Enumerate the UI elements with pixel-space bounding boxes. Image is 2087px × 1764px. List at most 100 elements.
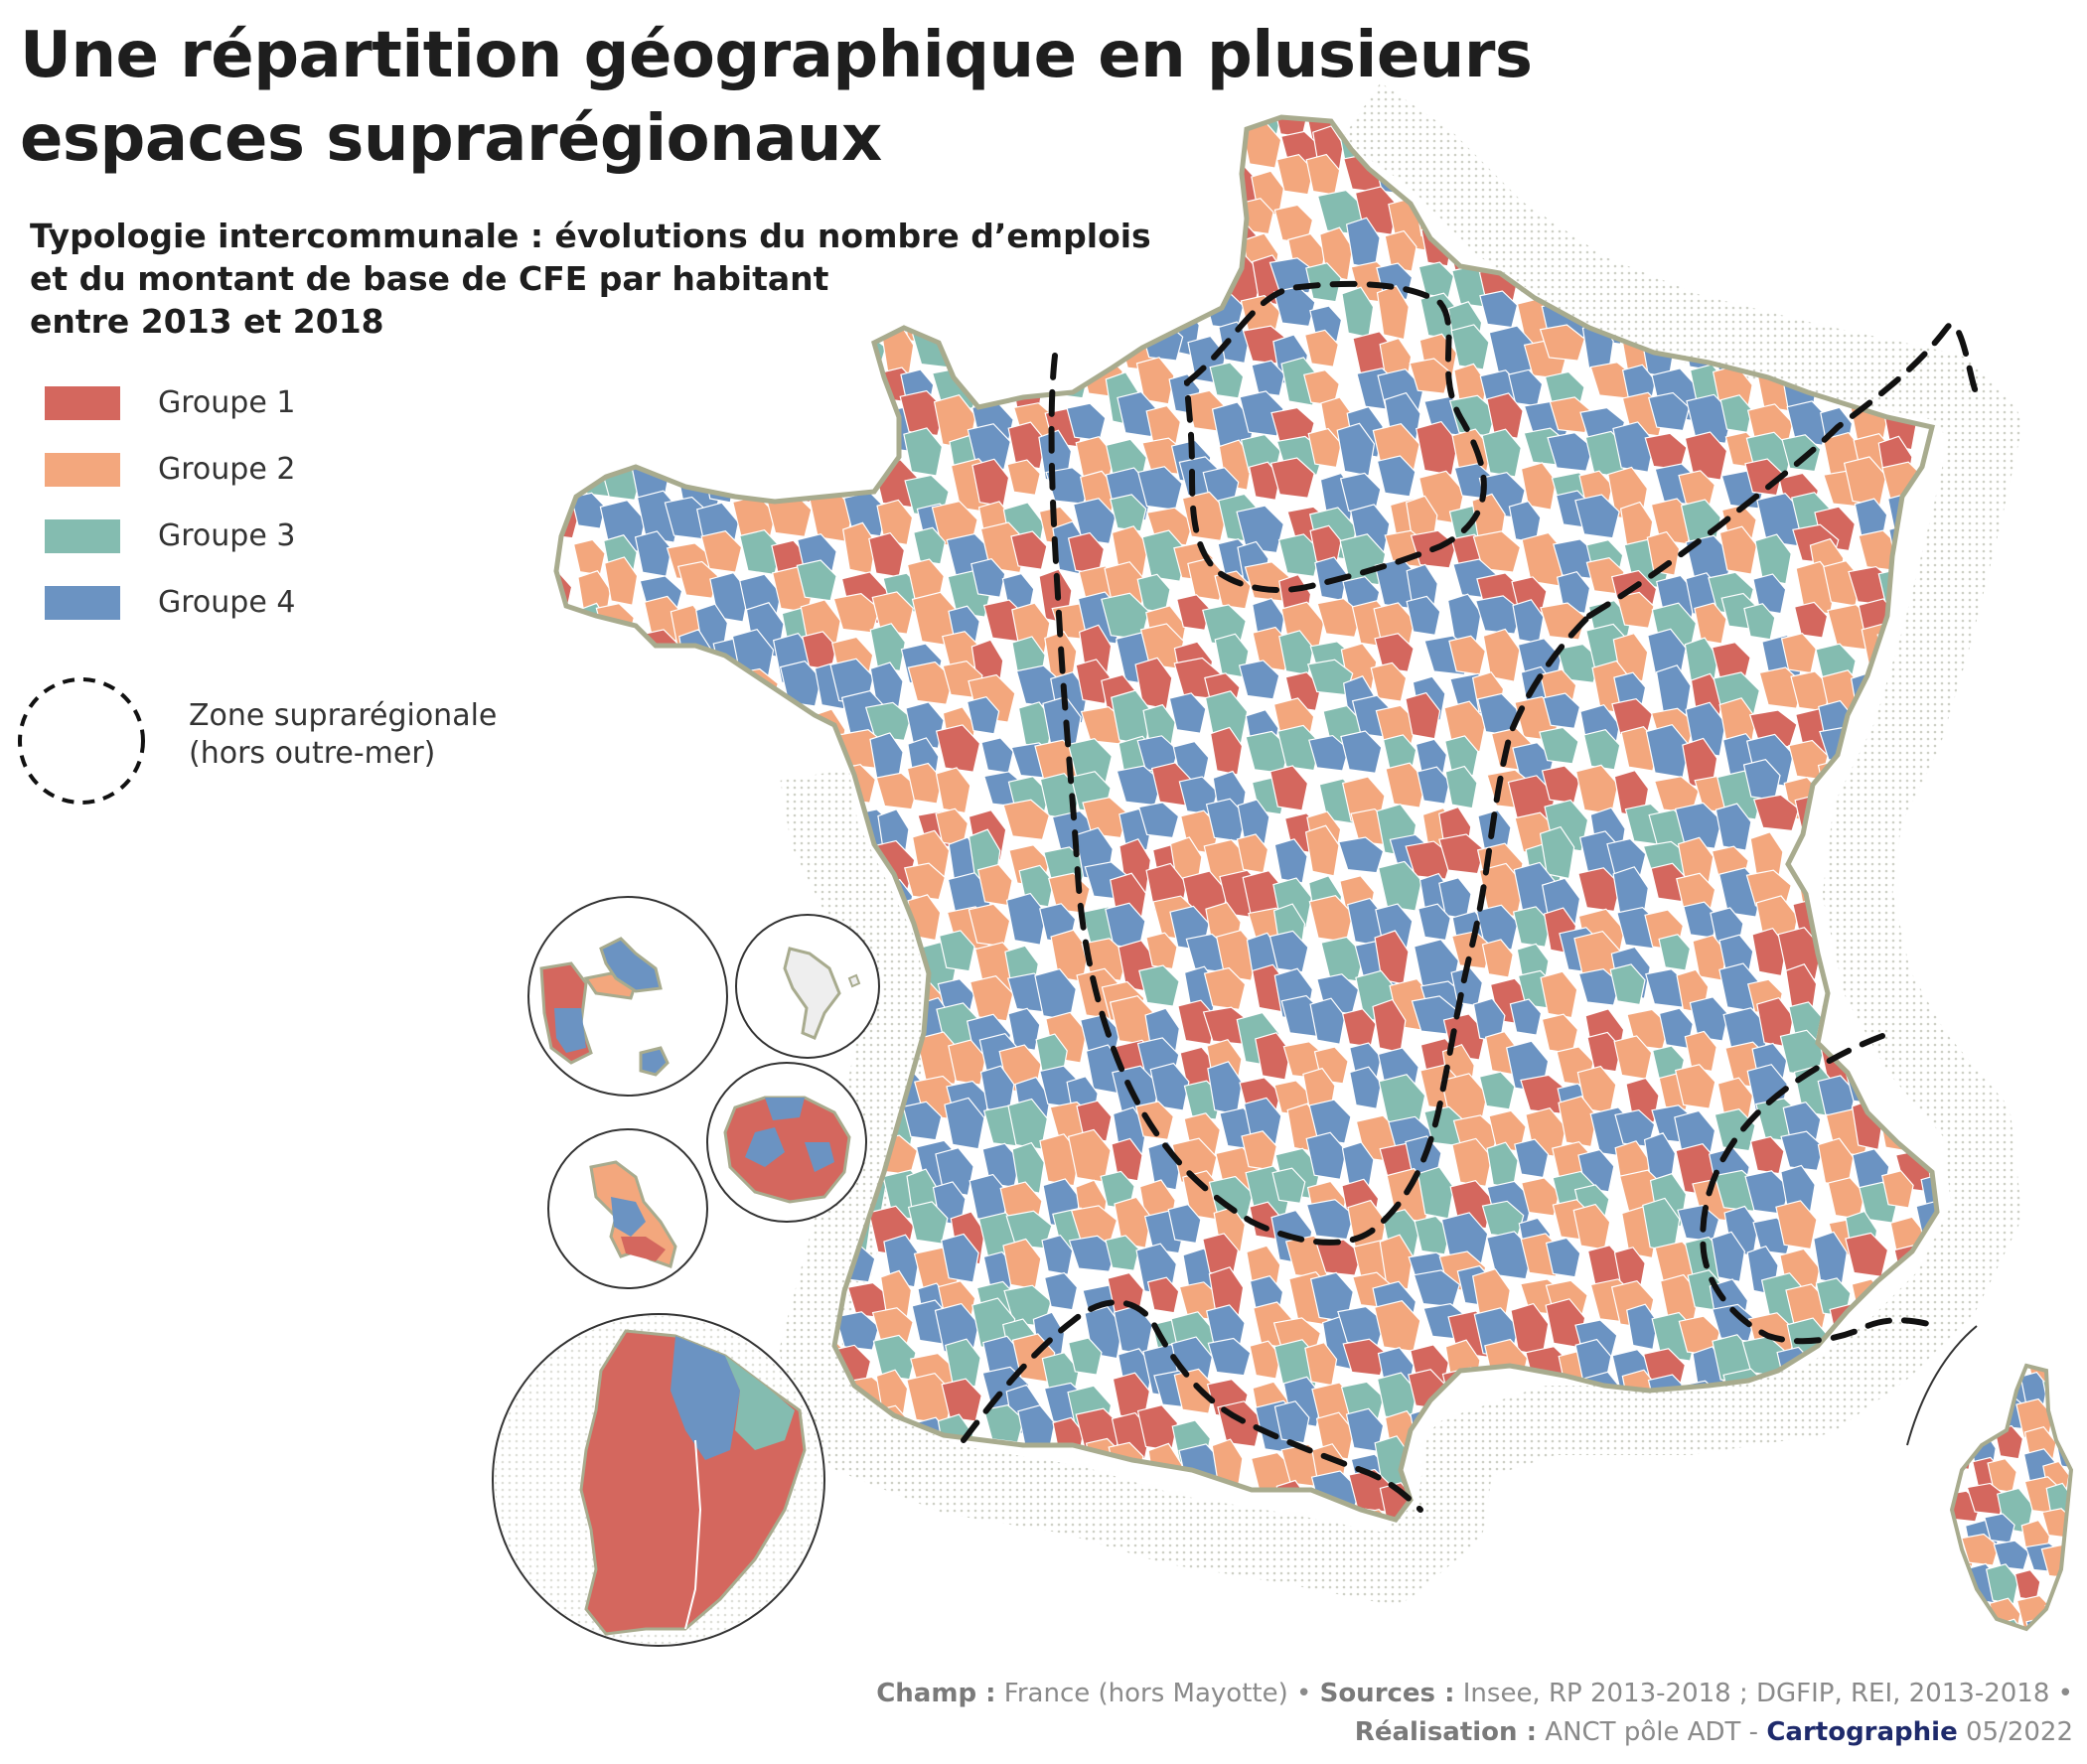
intercommunal-area [1826,201,1872,253]
intercommunal-area [1853,204,1885,250]
intercommunal-area [562,203,596,255]
intercommunal-area [1892,218,1937,263]
intercommunal-area [1539,825,1575,880]
intercommunal-area [1451,1137,1493,1188]
intercommunal-area [1856,1516,1899,1520]
intercommunal-area [1547,1468,1592,1520]
corsica-intercommunal-area [1952,1616,1971,1629]
zone-legend-line-1: Zone suprarégionale [189,698,498,733]
intercommunal-area [567,860,605,899]
legend-swatch-groupe-3 [45,518,120,553]
intercommunal-area [708,802,752,842]
intercommunal-area [556,288,562,334]
intercommunal-area [1922,188,1937,229]
intercommunal-area [740,295,775,341]
intercommunal-area [1480,117,1518,151]
intercommunal-area [1508,1513,1557,1520]
intercommunal-area [1352,1509,1398,1520]
footer-line-1: Champ : France (hors Mayotte) • Sources … [876,1679,2073,1708]
intercommunal-area [1051,117,1099,152]
intercommunal-area [1110,494,1147,532]
intercommunal-area [847,117,884,140]
intercommunal-area [634,530,672,577]
intercommunal-area [1479,290,1519,329]
intercommunal-area [556,130,567,185]
corsica-intercommunal-area [1952,1366,1970,1395]
intercommunal-area [1486,392,1524,439]
intercommunal-area [934,289,971,331]
intercommunal-area [1255,1032,1291,1081]
intercommunal-area [869,270,905,313]
intercommunal-area [1214,570,1252,610]
intercommunal-area [676,842,712,880]
intercommunal-area [1269,765,1309,811]
intercommunal-area [813,259,846,312]
intercommunal-area [712,703,752,749]
intercommunal-area [572,265,607,317]
intercommunal-area [1713,131,1749,181]
intercommunal-area [1070,1205,1118,1244]
intercommunal-area [732,165,776,210]
corsica-intercommunal-area [2070,1458,2071,1500]
intercommunal-area [1203,966,1247,1011]
intercommunal-area [1486,1141,1519,1190]
intercommunal-area [604,830,647,884]
intercommunal-area [731,1213,776,1266]
intercommunal-area [1481,428,1522,478]
intercommunal-area [1689,996,1729,1042]
intercommunal-area [730,217,766,269]
intercommunal-area [1676,1512,1714,1520]
intercommunal-area [914,261,954,299]
intercommunal-area [745,459,782,503]
intercommunal-area [1043,1271,1079,1311]
intercommunal-area [556,1080,568,1124]
intercommunal-area [1340,1381,1385,1422]
inset-martinique [547,1128,708,1289]
intercommunal-area [1923,291,1937,332]
intercommunal-area [978,136,1021,180]
intercommunal-area [935,767,971,814]
intercommunal-area [972,197,1009,242]
intercommunal-area [771,353,812,396]
intercommunal-area [1372,998,1407,1054]
intercommunal-area [600,165,636,218]
intercommunal-area [1001,298,1044,337]
intercommunal-area [1304,824,1340,877]
intercommunal-area [573,299,609,356]
intercommunal-area [1678,470,1715,508]
intercommunal-area [562,1102,597,1143]
intercommunal-area [572,771,610,822]
intercommunal-area [1846,1436,1880,1474]
intercommunal-area [843,199,889,249]
intercommunal-area [1889,185,1922,233]
intercommunal-area [878,117,913,138]
intercommunal-area [1068,185,1115,222]
map-footer: Champ : France (hors Mayotte) • Sources … [876,1675,2073,1752]
intercommunal-area [1572,1503,1606,1520]
intercommunal-area [1005,1210,1053,1250]
intercommunal-area [970,360,1010,396]
intercommunal-area [631,252,669,309]
intercommunal-area [1539,324,1586,362]
intercommunal-area [671,773,705,829]
intercommunal-area [938,930,975,972]
intercommunal-area [1305,262,1342,303]
intercommunal-area [810,434,855,485]
intercommunal-area [1269,457,1315,499]
intercommunal-area [1913,912,1937,955]
intercommunal-area [1378,1074,1426,1129]
intercommunal-area [676,798,712,840]
intercommunal-area [1003,331,1042,386]
intercommunal-area [563,804,606,850]
intercommunal-area [1714,803,1752,851]
intercommunal-area [1103,254,1140,309]
intercommunal-area [1692,117,1732,141]
intercommunal-area [874,1501,921,1520]
intercommunal-area [945,1338,981,1388]
intercommunal-area [1416,1166,1455,1220]
intercommunal-area [696,776,731,832]
intercommunal-area [606,221,656,266]
intercommunal-area [1876,297,1920,335]
intercommunal-area [1405,691,1441,740]
